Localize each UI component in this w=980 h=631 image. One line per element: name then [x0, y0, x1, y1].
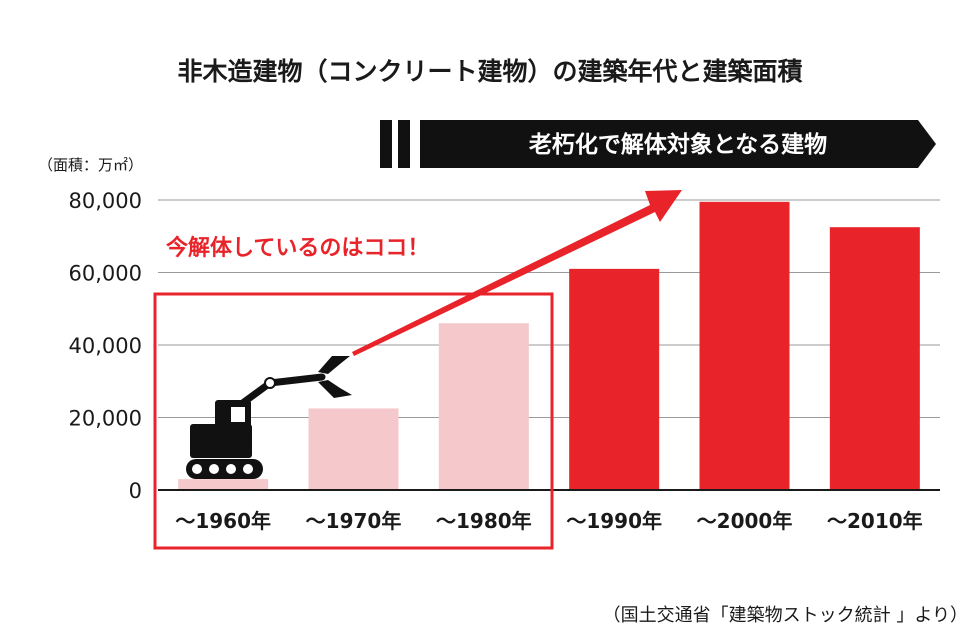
highlight-label: 今解体しているのはココ！: [166, 235, 429, 261]
bar: [569, 268, 660, 490]
trend-arrow: [352, 190, 682, 356]
y-tick-labels: 0 20,000 40,000 60,000 80,000: [69, 189, 142, 503]
source-note: （国土交通省「建築物ストック統計 」より）: [603, 605, 968, 626]
y-tick-label: 20,000: [69, 407, 142, 431]
y-tick-label: 80,000: [69, 189, 142, 213]
category-labels: 〜1960年 〜1970年 〜1980年 〜1990年 〜2000年 〜2010年: [175, 509, 922, 533]
bar: [699, 201, 790, 490]
highlight-box: [153, 292, 554, 550]
category-label: 〜1970年: [306, 509, 402, 533]
bar: [308, 408, 399, 490]
banner-stripe-2: [398, 120, 410, 168]
bars: [178, 201, 920, 490]
chart-title: 非木造建物（コンクリート建物）の建築年代と建築面積: [177, 57, 802, 86]
y-tick-label: 40,000: [69, 334, 142, 358]
y-axis-unit-label: （面積：万㎡）: [38, 156, 143, 174]
bar: [178, 479, 269, 490]
y-tick-label: 60,000: [69, 262, 142, 286]
category-label: 〜1960年: [175, 509, 271, 533]
gridlines: [158, 199, 940, 418]
category-label: 〜2010年: [827, 509, 923, 533]
category-label: 〜2000年: [697, 509, 793, 533]
banner: 老朽化で解体対象となる建物: [380, 120, 936, 168]
banner-stripe-1: [380, 120, 392, 168]
y-tick-label: 0: [129, 479, 142, 503]
banner-arrow: [420, 120, 936, 168]
bar: [438, 323, 529, 490]
excavator-icon: [186, 356, 352, 479]
bar: [829, 227, 920, 490]
banner-text: 老朽化で解体対象となる建物: [528, 131, 827, 158]
category-label: 〜1980年: [436, 509, 532, 533]
category-label: 〜1990年: [566, 509, 662, 533]
